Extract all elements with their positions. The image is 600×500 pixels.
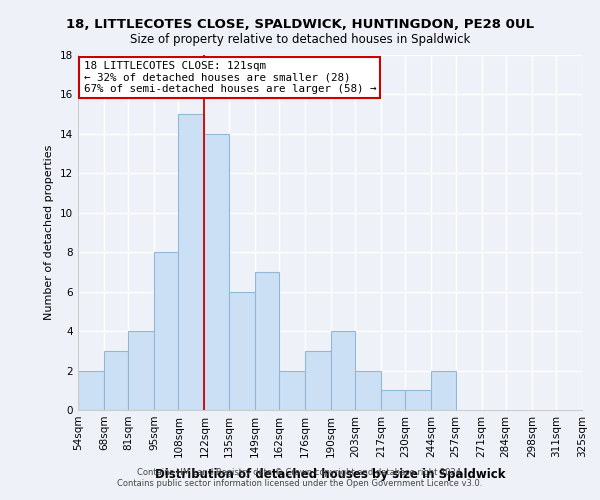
Bar <box>279 370 305 410</box>
Bar <box>406 390 431 410</box>
Bar <box>78 370 104 410</box>
Y-axis label: Number of detached properties: Number of detached properties <box>44 145 55 320</box>
Bar <box>205 134 229 410</box>
X-axis label: Distribution of detached houses by size in Spaldwick: Distribution of detached houses by size … <box>155 468 505 481</box>
Text: Size of property relative to detached houses in Spaldwick: Size of property relative to detached ho… <box>130 32 470 46</box>
Text: 18, LITTLECOTES CLOSE, SPALDWICK, HUNTINGDON, PE28 0UL: 18, LITTLECOTES CLOSE, SPALDWICK, HUNTIN… <box>66 18 534 30</box>
Bar <box>128 331 154 410</box>
Bar <box>381 390 406 410</box>
Bar <box>229 292 254 410</box>
Bar <box>431 370 455 410</box>
Bar <box>178 114 205 410</box>
Bar <box>104 351 128 410</box>
Bar <box>331 331 355 410</box>
Bar <box>355 370 381 410</box>
Bar <box>254 272 279 410</box>
Bar <box>154 252 178 410</box>
Text: 18 LITTLECOTES CLOSE: 121sqm
← 32% of detached houses are smaller (28)
67% of se: 18 LITTLECOTES CLOSE: 121sqm ← 32% of de… <box>83 61 376 94</box>
Bar <box>305 351 331 410</box>
Text: Contains HM Land Registry data © Crown copyright and database right 2024.
Contai: Contains HM Land Registry data © Crown c… <box>118 468 482 487</box>
